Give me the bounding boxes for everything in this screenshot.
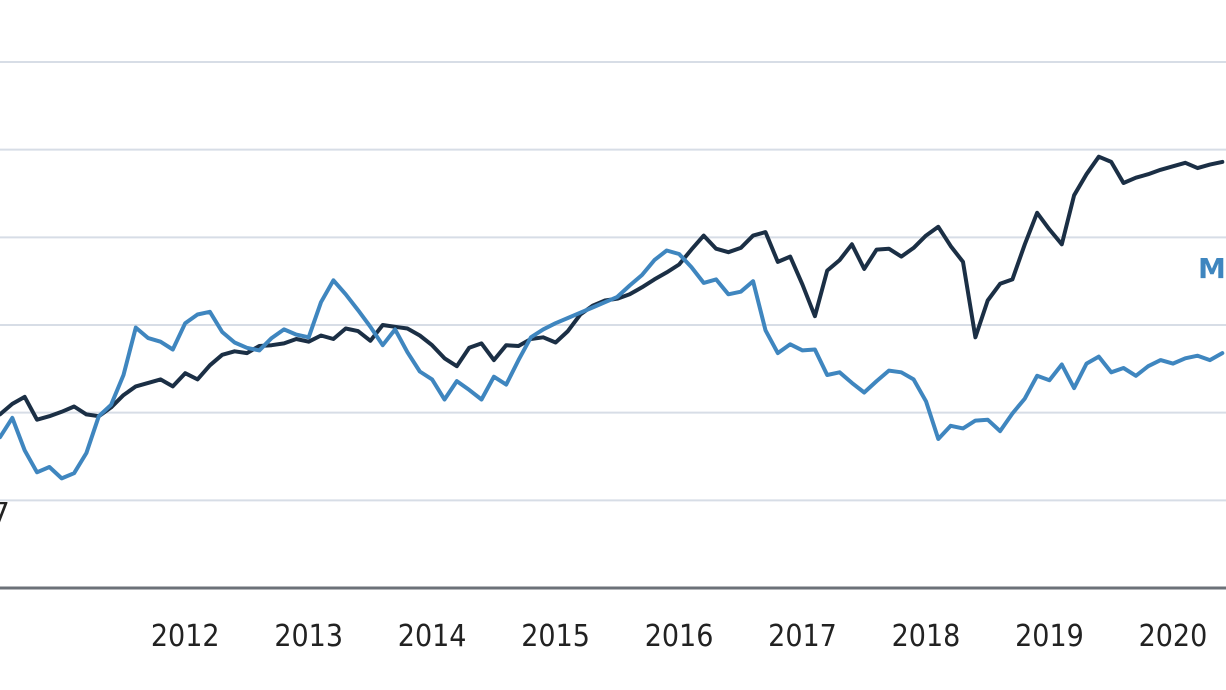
x-tick-label: 2014 <box>398 619 467 654</box>
x-tick-label: 2016 <box>645 619 714 654</box>
x-tick-label: 2019 <box>1015 619 1084 654</box>
series-line-dark <box>0 154 1225 422</box>
x-tick-label: 2013 <box>274 619 343 654</box>
series-line-blue <box>0 248 1225 481</box>
left-clipped-label: 7 <box>0 496 10 529</box>
x-tick-label: 2020 <box>1139 619 1208 654</box>
x-tick-label: 2015 <box>521 619 590 654</box>
series-label-blue: M <box>1198 252 1226 285</box>
x-tick-label: 2017 <box>768 619 837 654</box>
x-tick-label: 2018 <box>892 619 961 654</box>
x-tick-label: 2012 <box>151 619 220 654</box>
x-tick-labels: 2012 2013 2014 2015 2016 2017 2018 2019 2020 <box>151 619 1207 654</box>
gridlines <box>0 61 1226 502</box>
